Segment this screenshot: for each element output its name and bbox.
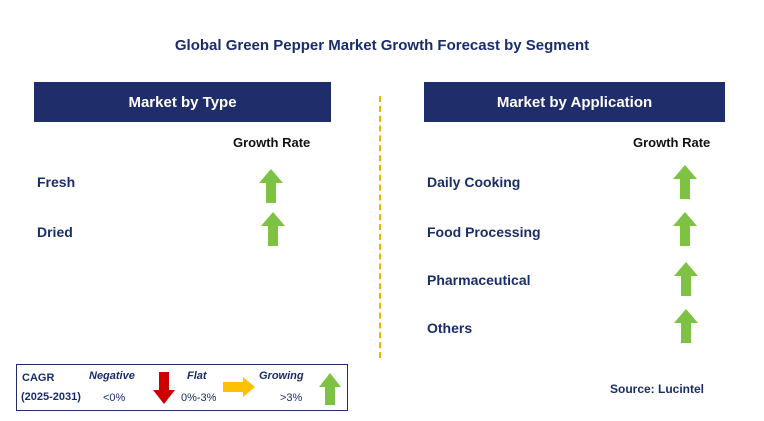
right-arrow-icon: [223, 377, 255, 397]
chart-title: Global Green Pepper Market Growth Foreca…: [174, 37, 590, 54]
up-arrow-icon: [259, 169, 283, 203]
up-arrow-icon: [673, 165, 697, 199]
application-row-food-processing-label: Food Processing: [427, 224, 541, 240]
legend-growing-range: >3%: [280, 392, 303, 404]
application-row-daily-cooking-label: Daily Cooking: [427, 174, 521, 190]
up-arrow-icon: [673, 212, 697, 246]
up-arrow-icon: [674, 262, 698, 296]
application-row-pharmaceutical-label: Pharmaceutical: [427, 272, 531, 288]
application-panel-header: Market by Application: [424, 82, 725, 122]
type-growth-rate-label: Growth Rate: [233, 135, 311, 150]
source-label: Source: Lucintel: [610, 382, 705, 396]
up-arrow-icon: [674, 309, 698, 343]
legend-flat-label: Flat: [187, 370, 207, 382]
legend-period-label: (2025-2031): [21, 391, 81, 403]
cagr-legend: CAGR (2025-2031) Negative <0% Flat 0%-3%…: [16, 364, 348, 411]
type-row-dried-label: Dried: [37, 224, 73, 240]
application-row-others-label: Others: [427, 320, 473, 336]
legend-growing-label: Growing: [259, 370, 304, 382]
type-panel-header: Market by Type: [34, 82, 331, 122]
legend-flat-range: 0%-3%: [181, 392, 217, 404]
legend-negative-range: <0%: [103, 392, 126, 404]
panel-divider: [379, 96, 381, 358]
up-arrow-icon: [261, 212, 285, 246]
up-arrow-icon: [319, 373, 341, 405]
legend-cagr-label: CAGR: [22, 372, 55, 384]
type-row-fresh-label: Fresh: [37, 174, 76, 190]
down-arrow-icon: [153, 372, 175, 404]
legend-negative-label: Negative: [89, 370, 135, 382]
application-growth-rate-label: Growth Rate: [633, 135, 711, 150]
